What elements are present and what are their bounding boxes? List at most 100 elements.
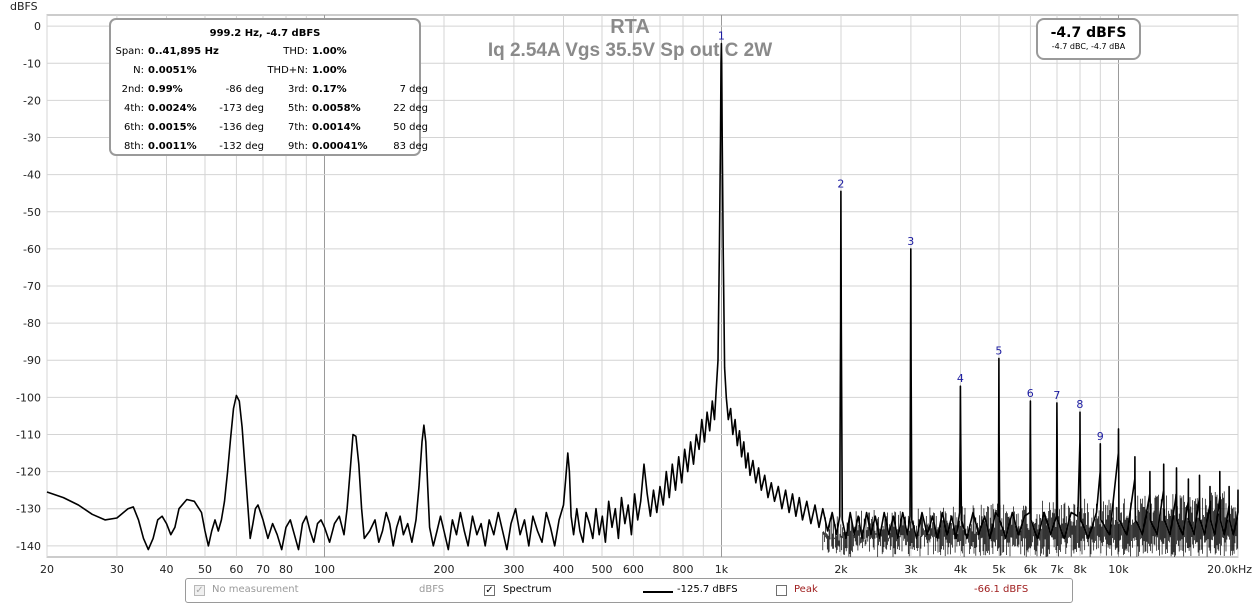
harmonic-label: 8th: [124, 141, 144, 152]
harmonic-value: 0.0058% [312, 103, 361, 114]
x-tick-label: 10k [1108, 563, 1129, 576]
x-tick-label: 30 [110, 563, 124, 576]
x-tick-label: 1k [715, 563, 729, 576]
harmonic-row: 2nd: 0.99% -86 deg 3rd: 0.17% 7 deg [111, 84, 428, 98]
y-tick-label: -50 [23, 206, 41, 219]
x-tick-label: 6k [1024, 563, 1038, 576]
x-tick-label: 500 [591, 563, 612, 576]
peak-label: Peak [794, 584, 818, 595]
harmonic-markers: 1 2 3 4 5 6 7 8 9 [718, 30, 1104, 443]
y-tick-label: -60 [23, 243, 41, 256]
harmonic-phase: 50 deg [393, 122, 428, 133]
spectrum-series [46, 42, 1239, 551]
x-tick-label: 600 [623, 563, 644, 576]
y-tick-label: 0 [34, 20, 41, 33]
harmonic-label: 6th: [124, 122, 144, 133]
harmonic-row: 6th: 0.0015% -136 deg 7th: 0.0014% 50 deg [111, 122, 428, 136]
thd-value: 1.00% [312, 46, 347, 57]
x-tick-label: 60 [229, 563, 243, 576]
y-tick-label: -130 [16, 503, 41, 516]
level-weighted: -4.7 dBC, -4.7 dBA [1051, 42, 1126, 51]
spectrum-label: Spectrum [503, 584, 552, 595]
x-tick-label: 7k [1050, 563, 1064, 576]
x-tick-label: 40 [160, 563, 174, 576]
harmonic-label: 4th: [124, 103, 144, 114]
fundamental-readout: 999.2 Hz, -4.7 dBFS [209, 28, 321, 39]
harmonic-marker-label: 5 [995, 344, 1002, 357]
harmonic-label: 3rd: [287, 84, 308, 95]
harmonic-label: 5th: [288, 103, 308, 114]
harmonic-phase: -173 deg [219, 103, 264, 114]
harmonic-value: 0.00041% [312, 141, 368, 152]
y-axis-label: dBFS [10, 0, 38, 13]
x-tick-label: 100 [314, 563, 335, 576]
harmonic-label: 2nd: [121, 84, 144, 95]
x-tick-label: 8k [1073, 563, 1087, 576]
chart-subtitle: Iq 2.54A Vgs 35.5V Sp out C 2W [488, 40, 772, 61]
thd-label: THD: [283, 46, 308, 57]
span-label: Span: [115, 46, 144, 57]
spectrum-line-swatch [643, 591, 673, 593]
peak-value: -66.1 dBFS [974, 584, 1029, 595]
noise-value: 0.0051% [148, 65, 197, 76]
x-tick-label: 4k [954, 563, 968, 576]
harmonic-phase: 83 deg [393, 141, 428, 152]
y-tick-label: -20 [23, 94, 41, 107]
y-tick-label: -90 [23, 354, 41, 367]
x-tick-label: 200 [434, 563, 455, 576]
peak-checkbox[interactable] [776, 585, 787, 596]
harmonic-row: 4th: 0.0024% -173 deg 5th: 0.0058% 22 deg [111, 103, 428, 117]
no-measurement-unit: dBFS [419, 584, 445, 595]
x-tick-label: 400 [553, 563, 574, 576]
x-tick-label: 300 [503, 563, 524, 576]
harmonic-value: 0.0014% [312, 122, 361, 133]
x-tick-label: 20 [40, 563, 54, 576]
harmonic-row: 8th: 0.0011% -132 deg 9th: 0.00041% 83 deg [111, 141, 428, 155]
harmonic-value: 0.0024% [148, 103, 197, 114]
x-tick-label: 50 [198, 563, 212, 576]
x-tick-label: 5k [992, 563, 1006, 576]
harmonic-marker-label: 8 [1076, 398, 1083, 411]
distortion-stats-panel: 999.2 Hz, -4.7 dBFS Span: 0..41,895 Hz T… [109, 18, 428, 156]
level-main: -4.7 dBFS [1050, 25, 1127, 41]
harmonic-value: 0.17% [312, 84, 347, 95]
y-tick-label: -100 [16, 391, 41, 404]
span-value: 0..41,895 Hz [148, 46, 219, 57]
level-readout: -4.7 dBFS -4.7 dBC, -4.7 dBA [1036, 18, 1141, 60]
x-tick-label: 70 [256, 563, 270, 576]
spectrum-checkbox[interactable]: ✓ [484, 585, 495, 596]
spectrum-line [46, 42, 1239, 551]
y-tick-label: -140 [16, 540, 41, 553]
harmonic-value: 0.0011% [148, 141, 197, 152]
harmonic-phase: -86 deg [225, 84, 264, 95]
harmonic-marker-label: 4 [957, 372, 964, 385]
y-tick-label: -110 [16, 428, 41, 441]
noise-label: N: [133, 65, 144, 76]
harmonic-marker-label: 3 [907, 235, 914, 248]
y-tick-label: -80 [23, 317, 41, 330]
harmonic-marker-label: 2 [837, 177, 844, 190]
no-measurement-label: No measurement [212, 584, 299, 595]
harmonic-phase: 22 deg [393, 103, 428, 114]
thdn-label: THD+N: [267, 65, 308, 76]
axis-ticks: 0 -10 -20 -30 -40 -50 -60 -70 -80 -90 -100 -110 -120… [16, 20, 1252, 576]
y-tick-label: -40 [23, 169, 41, 182]
x-tick-label: 20.0kHz [1207, 563, 1252, 576]
harmonic-marker-label: 1 [718, 30, 725, 43]
y-tick-label: -70 [23, 280, 41, 293]
harmonic-label: 7th: [288, 122, 308, 133]
harmonic-phase: -136 deg [219, 122, 264, 133]
chart-title: RTA [610, 16, 650, 38]
harmonic-phase: -132 deg [219, 141, 264, 152]
y-tick-label: -10 [23, 57, 41, 70]
legend-bar: ✓ No measurement dBFS ✓ Spectrum -125.7 … [185, 578, 1073, 603]
harmonic-value: 0.0015% [148, 122, 197, 133]
harmonic-marker-label: 9 [1097, 430, 1104, 443]
spectrum-value: -125.7 dBFS [677, 584, 738, 595]
harmonic-value: 0.99% [148, 84, 183, 95]
no-measurement-checkbox[interactable]: ✓ [194, 585, 205, 596]
harmonic-label: 9th: [288, 141, 308, 152]
harmonic-marker-label: 7 [1053, 389, 1060, 402]
x-tick-label: 2k [834, 563, 848, 576]
